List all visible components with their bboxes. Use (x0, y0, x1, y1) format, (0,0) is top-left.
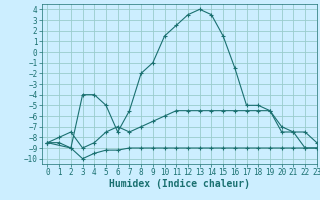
X-axis label: Humidex (Indice chaleur): Humidex (Indice chaleur) (109, 179, 250, 189)
